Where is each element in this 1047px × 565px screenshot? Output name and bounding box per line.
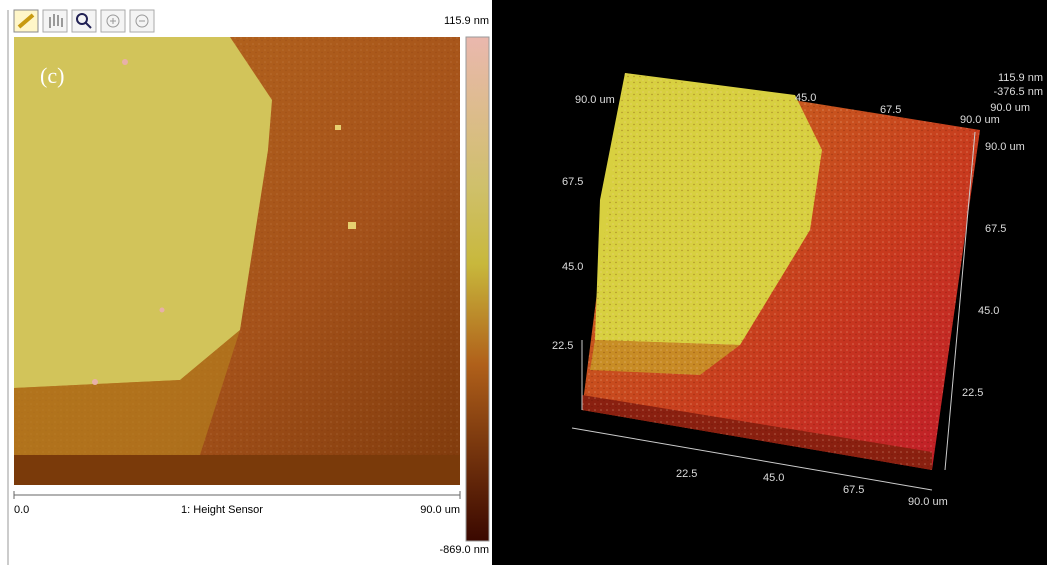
right-axis-label: 90.0 um xyxy=(985,141,1025,153)
top-axis-label: 90.0 um xyxy=(960,114,1000,126)
bottom-axis-label: 67.5 xyxy=(843,484,864,496)
bottom-axis-label: 22.5 xyxy=(676,468,697,480)
colorbar-min: -869.0 nm xyxy=(439,544,489,556)
right-axis-label: 67.5 xyxy=(985,223,1006,235)
top-axis-label: 90.0 um xyxy=(575,94,615,106)
top-axis-label: 45.0 xyxy=(795,92,816,104)
right-axis-label: 22.5 xyxy=(962,387,983,399)
colorbar xyxy=(466,37,489,541)
surface-3d xyxy=(582,73,980,470)
z-max: 115.9 nm xyxy=(998,72,1043,84)
z-min: -376.5 nm xyxy=(993,86,1043,98)
scale-title: 1: Height Sensor xyxy=(181,504,263,516)
bottom-axis-label: 90.0 um xyxy=(908,496,948,508)
right-axis-label: 45.0 xyxy=(978,305,999,317)
left-axis-label: 67.5 xyxy=(562,176,583,188)
panel-label: (c) xyxy=(40,63,64,88)
scale-start: 0.0 xyxy=(14,504,29,516)
height-image xyxy=(14,37,460,485)
left-axis-label: 22.5 xyxy=(552,340,573,352)
screenshot: 115.9 nm (c) 0.0 1: Height Sensor 90.0 u… xyxy=(0,0,1047,565)
colorbar-max: 115.9 nm xyxy=(444,15,489,27)
zoom-button[interactable] xyxy=(72,10,96,32)
top-axis-label: 67.5 xyxy=(880,104,901,116)
toolbar xyxy=(14,10,154,32)
scale-end: 90.0 um xyxy=(420,504,460,516)
z-extent: 90.0 um xyxy=(990,102,1030,114)
bottom-axis-label: 45.0 xyxy=(763,472,784,484)
left-axis-label: 45.0 xyxy=(562,261,583,273)
